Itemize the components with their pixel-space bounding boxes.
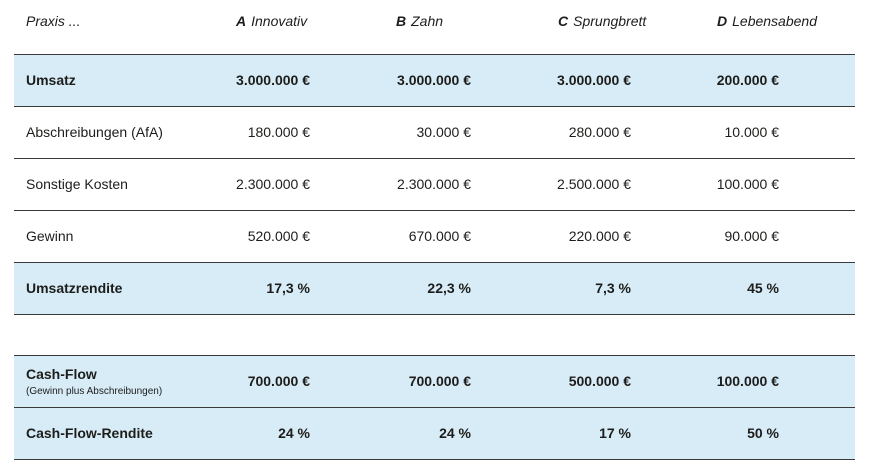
cell-value-b: 22,3 %: [427, 280, 471, 296]
header-column-a: A Innovativ: [236, 13, 307, 29]
cell-value-d: 90.000 €: [724, 228, 780, 244]
row-umsatz: Umsatz 3.000.000 € 3.000.000 € 3.000.000…: [14, 55, 855, 107]
cell-value-a: 520.000 €: [247, 228, 310, 244]
cell-value-b: 24 %: [439, 425, 471, 441]
praxis-comparison-table: Praxis ... A Innovativ B Zahn C Sprungbrett…: [14, 0, 855, 460]
cell-value-c: 2.500.000 €: [557, 176, 631, 192]
cell-value-a: 700.000 €: [247, 373, 310, 389]
row-gewinn: Gewinn 520.000 € 670.000 € 220.000 € 90.…: [14, 211, 855, 263]
row-label: Umsatzrendite: [26, 280, 123, 296]
cell-value-d: 100.000 €: [716, 373, 779, 389]
row-sublabel: (Gewinn plus Abschreibungen): [26, 386, 163, 397]
header-column-b: B Zahn: [396, 13, 443, 29]
column-letter: B: [396, 13, 407, 29]
column-letter: D: [717, 13, 728, 29]
column-name: Lebensabend: [732, 13, 817, 29]
row-label: Cash-Flow-Rendite: [26, 425, 153, 441]
cell-value-c: 7,3 %: [595, 280, 631, 296]
cell-value-a: 24 %: [278, 425, 310, 441]
row-label: Abschreibungen (AfA): [26, 124, 163, 140]
cell-value-c: 280.000 €: [568, 124, 631, 140]
row-cash-flow-rendite: Cash-Flow-Rendite 24 % 24 % 17 % 50 %: [14, 408, 855, 460]
row-umsatzrendite: Umsatzrendite 17,3 % 22,3 % 7,3 % 45 %: [14, 263, 855, 315]
column-letter: A: [236, 13, 247, 29]
cell-value-d: 50 %: [747, 425, 779, 441]
row-label: Cash-Flow: [26, 366, 97, 382]
header-column-c: C Sprungbrett: [558, 13, 646, 29]
cell-value-b: 670.000 €: [408, 228, 471, 244]
cell-value-c: 3.000.000 €: [557, 72, 631, 88]
cell-value-d: 100.000 €: [716, 176, 779, 192]
cell-value-b: 30.000 €: [416, 124, 472, 140]
row-abschreibungen: Abschreibungen (AfA) 180.000 € 30.000 € …: [14, 107, 855, 159]
cell-value-a: 2.300.000 €: [236, 176, 310, 192]
column-letter: C: [558, 13, 569, 29]
column-name: Zahn: [411, 13, 444, 29]
column-name: Sprungbrett: [573, 13, 647, 29]
cell-value-b: 3.000.000 €: [397, 72, 471, 88]
cell-value-c: 220.000 €: [568, 228, 631, 244]
column-name: Innovativ: [251, 13, 308, 29]
cell-value-d: 200.000 €: [716, 72, 779, 88]
row-sonstige-kosten: Sonstige Kosten 2.300.000 € 2.300.000 € …: [14, 159, 855, 211]
cell-value-d: 10.000 €: [724, 124, 780, 140]
cell-value-c: 500.000 €: [568, 373, 631, 389]
row-label: Umsatz: [26, 72, 76, 88]
section-gap: [14, 315, 855, 356]
row-label: Gewinn: [26, 228, 74, 244]
cell-value-c: 17 %: [599, 425, 631, 441]
row-cash-flow: Cash-Flow (Gewinn plus Abschreibungen) 7…: [14, 356, 855, 408]
cell-value-d: 45 %: [747, 280, 779, 296]
row-label: Sonstige Kosten: [26, 176, 128, 192]
header-praxis: Praxis ...: [26, 13, 81, 29]
cell-value-b: 2.300.000 €: [397, 176, 471, 192]
cell-value-b: 700.000 €: [408, 373, 471, 389]
header-column-d: D Lebensabend: [717, 13, 817, 29]
table-header: Praxis ... A Innovativ B Zahn C Sprungbrett…: [14, 0, 855, 55]
cell-value-a: 17,3 %: [266, 280, 310, 296]
cell-value-a: 180.000 €: [247, 124, 310, 140]
cell-value-a: 3.000.000 €: [236, 72, 310, 88]
